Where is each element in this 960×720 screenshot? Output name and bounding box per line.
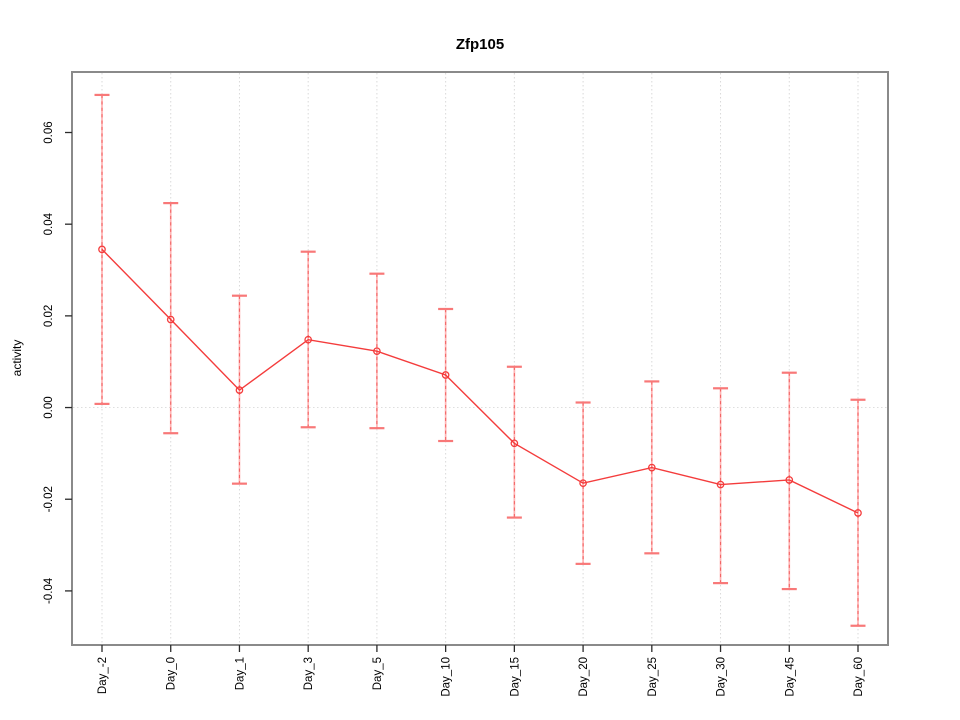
data-point: [716, 480, 725, 489]
y-tick-label: -0.04: [43, 577, 55, 604]
data-point: [373, 347, 381, 356]
data-point: [647, 463, 656, 472]
series-line: [101, 248, 859, 514]
axes-layer: 0.06 0.04 0.02 0.00 -0.02 -0.04 Day_-2 Day_0 Day…: [43, 71, 889, 697]
data-point: [785, 476, 794, 484]
data-point: [510, 439, 519, 448]
series-layer: [98, 245, 862, 517]
x-tick-label: Day_15: [509, 657, 521, 697]
x-tick-label: Day_30: [716, 657, 728, 697]
plot-border: [71, 71, 889, 646]
x-tick-label: Day_10: [441, 657, 453, 697]
y-axis-label: activity: [10, 340, 24, 377]
y-tick-label: -0.02: [43, 486, 55, 512]
x-tick-label: Day_0: [166, 657, 178, 690]
data-point: [304, 335, 313, 344]
data-point: [579, 479, 587, 488]
data-point: [441, 371, 450, 379]
grid-layer: [73, 73, 887, 644]
x-tick-label: Day_45: [784, 657, 796, 697]
x-tick-label: Day_60: [853, 657, 865, 697]
y-tick-label: 0.00: [43, 396, 55, 418]
y-tick-label: 0.04: [43, 212, 55, 235]
y-tick-label: 0.06: [43, 121, 55, 143]
data-point: [235, 386, 244, 394]
data-point: [98, 245, 106, 254]
chart-title: Zfp105: [456, 36, 504, 53]
x-tick-label: Day_3: [303, 657, 315, 690]
x-tick-label: Day_20: [578, 657, 590, 697]
x-tick-label: Day_5: [372, 657, 384, 690]
data-point: [854, 509, 862, 517]
x-tick-label: Day_1: [234, 657, 246, 690]
x-tick-label: Day_-2: [97, 657, 109, 694]
data-point: [166, 315, 175, 324]
x-tick-label: Day_25: [647, 657, 659, 697]
y-tick-label: 0.02: [43, 305, 55, 327]
